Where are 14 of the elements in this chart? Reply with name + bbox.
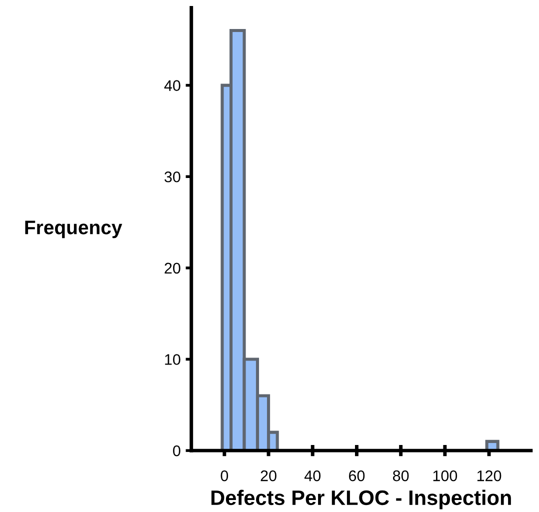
x-axis-title: Defects Per KLOC - Inspection [211,490,511,510]
y-tick-label: 30 [164,171,180,182]
y-tick-label: 40 [164,80,180,91]
x-tick-label: 20 [260,470,276,482]
y-tick-label: 0 [173,445,180,456]
x-tick-label: 100 [433,470,458,482]
x-tick-label: 60 [349,470,365,482]
x-tick-label: 80 [392,470,409,482]
x-tick-label: 0 [220,470,228,482]
x-tick-label: 40 [304,470,321,482]
x-tick-label: 120 [477,470,502,482]
y-tick-label: 20 [164,262,180,274]
y-tick-label: 10 [165,354,180,365]
y-axis-title: Frequency [25,220,122,238]
